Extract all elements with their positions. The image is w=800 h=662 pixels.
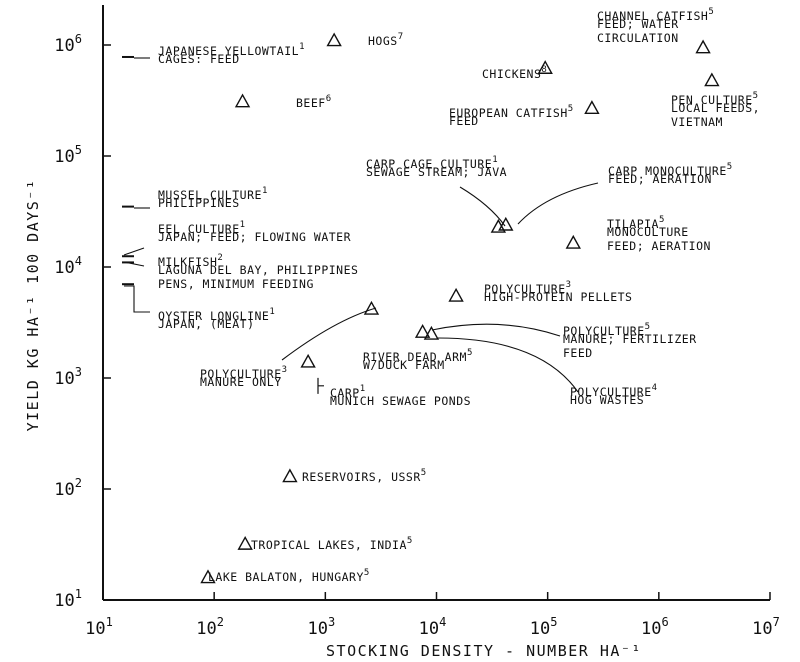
poly-manure-leader bbox=[281, 307, 377, 361]
y-tick-label: 102 bbox=[54, 476, 82, 500]
poly-hog-leader bbox=[437, 337, 579, 393]
x-tick-label: 104 bbox=[419, 615, 447, 639]
y-axis-label: YIELD KG HA⁻¹ 100 DAYS⁻¹ bbox=[24, 179, 42, 432]
oyster-longline-leader bbox=[124, 285, 150, 313]
tropical-lakes-point bbox=[237, 535, 253, 550]
european-catfish-label: EUROPEAN CATFISH5 FEED bbox=[449, 104, 574, 128]
poly-fert-label: POLYCULTURE5 MANURE; FERTILIZER FEED bbox=[563, 322, 697, 360]
poly-hp-point bbox=[448, 287, 464, 302]
carp-mono-label: CARP MONOCULTURE5 FEED; AERATION bbox=[608, 162, 733, 186]
milkfish-leader bbox=[123, 261, 145, 267]
eel-culture-leader bbox=[123, 247, 145, 256]
y-tick-label: 103 bbox=[54, 365, 82, 389]
x-tick-label: 105 bbox=[530, 615, 558, 639]
chickens-point bbox=[537, 60, 553, 74]
point-labels: HOGS7 BEEF6 CHICKENS8 CHANNEL CATFISH5 FEED;… bbox=[158, 7, 760, 584]
carp-munich-marker bbox=[317, 377, 324, 394]
channel-catfish-point bbox=[695, 39, 711, 54]
poly-hog-point bbox=[423, 325, 440, 340]
lake-balaton-point bbox=[200, 569, 216, 584]
chickens-label: CHICKENS8 bbox=[482, 65, 547, 81]
x-tick-label: 102 bbox=[196, 615, 224, 639]
lake-balaton-label: LAKE BALATON, HUNGARY5 bbox=[208, 568, 370, 584]
x-tick-label: 106 bbox=[641, 615, 669, 639]
carp-cage-label: CARP CAGE CULTURE1 SEWAGE STREAM; JAVA bbox=[366, 155, 507, 179]
y-tick-label: 101 bbox=[54, 587, 82, 611]
y-tick-label: 104 bbox=[54, 254, 82, 278]
y-tick-label: 105 bbox=[54, 143, 82, 167]
x-tick-label: 103 bbox=[307, 615, 335, 639]
annotation-lines bbox=[123, 57, 599, 393]
river-dead-arm-label: RIVER DEAD ARM5 W/DUCK FARM bbox=[363, 348, 473, 372]
mussel-culture-label: MUSSEL CULTURE1 PHILIPPINES bbox=[158, 186, 268, 210]
poly-fert-point bbox=[414, 323, 431, 338]
tilapia-label: TILAPIA5 MONOCULTURE FEED; AERATION bbox=[607, 215, 711, 253]
y-tick-label: 106 bbox=[54, 32, 82, 56]
european-catfish-point bbox=[584, 100, 600, 115]
carp-mono-leader bbox=[517, 182, 599, 225]
x-tick-label: 101 bbox=[85, 615, 113, 639]
channel-catfish-label: CHANNEL CATFISH5 FEED; WATER CIRCULATION bbox=[597, 7, 714, 45]
tilapia-point bbox=[565, 234, 581, 249]
x-tick-label: 107 bbox=[752, 615, 780, 639]
poly-hp-label: POLYCULTURE3 HIGH-PROTEIN PELLETS bbox=[484, 280, 632, 304]
reservoirs-label: RESERVOIRS, USSR5 bbox=[302, 468, 427, 484]
tropical-lakes-label: TROPICAL LAKES, INDIA5 bbox=[251, 536, 413, 552]
pen-culture-label: PEN CULTURE5 LOCAL FEEDS, VIETNAM bbox=[671, 91, 760, 129]
tick-labels: 101 102 103 104 105 106 107 101 102 103 104 105 106 bbox=[54, 32, 780, 639]
beef-point bbox=[234, 93, 251, 108]
hogs-point bbox=[326, 32, 342, 47]
hogs-label: HOGS7 bbox=[368, 32, 404, 48]
pen-culture-point bbox=[704, 72, 720, 87]
axes bbox=[102, 5, 771, 601]
carp-mono-point bbox=[498, 216, 514, 231]
poly-fert-leader bbox=[431, 323, 561, 337]
milkfish-label: MILKFISH2 LAGUNA DEL BAY, PHILIPPINES PENS… bbox=[158, 253, 358, 291]
eel-culture-label: EEL CULTURE1 JAPAN; FEED; FLOWING WATER bbox=[158, 220, 351, 244]
poly-manure-label: POLYCULTURE3 MANURE ONLY bbox=[200, 365, 288, 389]
reservoirs-point bbox=[282, 468, 298, 483]
oyster-longline-label: OYSTER LONGLINE1 JAPAN, (MEAT) bbox=[158, 307, 275, 331]
beef-label: BEEF6 bbox=[296, 94, 332, 110]
carp-cage-leader bbox=[459, 186, 506, 227]
carp-munich-label: CARP1 MUNICH SEWAGE PONDS bbox=[330, 384, 471, 408]
poly-hog-label: POLYCULTURE4 HOG WASTES bbox=[570, 383, 658, 407]
x-axis-label: STOCKING DENSITY - NUMBER HA⁻¹ bbox=[326, 642, 642, 660]
axis-titles: STOCKING DENSITY - NUMBER HA⁻¹ YIELD KG … bbox=[24, 179, 642, 660]
river-dead-arm-point bbox=[300, 353, 316, 368]
japanese-yellowtail-label: JAPANESE YELLOWTAIL1 CAGES: FEED bbox=[158, 42, 305, 66]
